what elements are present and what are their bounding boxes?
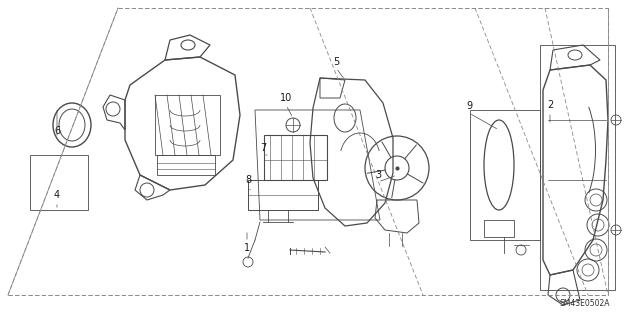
Text: 2: 2 <box>547 100 553 110</box>
Text: 1: 1 <box>244 243 250 253</box>
Text: 9: 9 <box>466 101 472 111</box>
Text: 8: 8 <box>245 175 251 185</box>
Text: 3: 3 <box>375 170 381 180</box>
Text: 7: 7 <box>260 143 266 153</box>
Text: 6: 6 <box>54 126 60 136</box>
Text: 4: 4 <box>54 190 60 200</box>
Text: 10: 10 <box>280 93 292 103</box>
Text: SM43E0502A: SM43E0502A <box>559 299 610 308</box>
Text: 5: 5 <box>333 57 339 67</box>
